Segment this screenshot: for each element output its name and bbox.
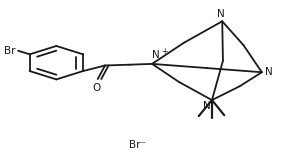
Text: O: O bbox=[92, 83, 100, 93]
Text: Br: Br bbox=[4, 46, 16, 56]
Text: N: N bbox=[266, 67, 273, 77]
Text: N: N bbox=[152, 50, 160, 60]
Text: +: + bbox=[162, 47, 168, 56]
Text: N: N bbox=[217, 9, 225, 19]
Text: N: N bbox=[203, 101, 211, 111]
Text: Br⁻: Br⁻ bbox=[129, 140, 146, 150]
